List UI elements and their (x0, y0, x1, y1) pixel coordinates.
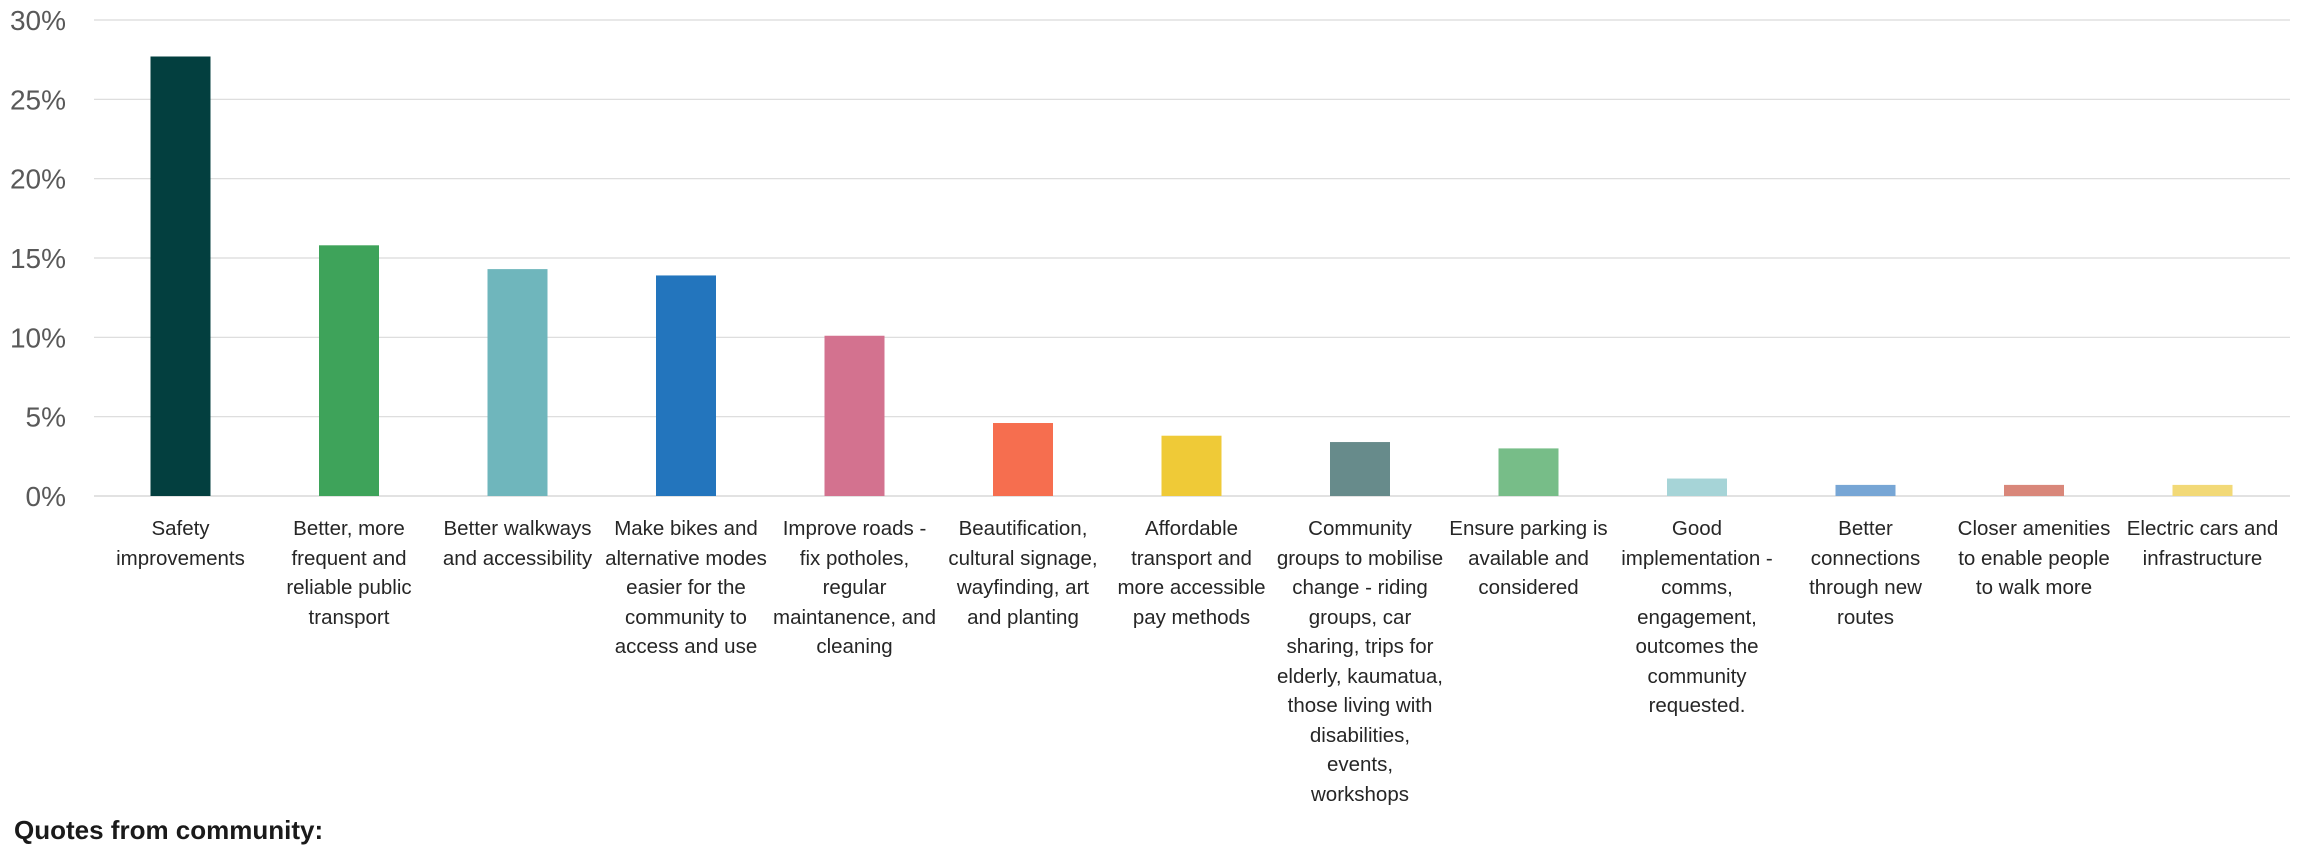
bar (487, 269, 548, 496)
y-tick-label: 20% (10, 164, 66, 195)
y-axis-tick-labels: 0% 5% 10% 15% 20% 25% 30% (10, 5, 66, 512)
y-tick-label: 5% (26, 402, 66, 433)
category-label: Beautification, cultural signage, wayfin… (948, 517, 1098, 629)
category-label: Make bikes and alternative modes easier … (605, 517, 767, 658)
y-tick-label: 10% (10, 322, 66, 353)
y-tick-label: 30% (10, 5, 66, 36)
bar (656, 275, 716, 496)
category-label: Community groups to mobilise change - ri… (1276, 517, 1444, 806)
category-label: Electric cars and infrastructure (2126, 517, 2279, 570)
category-label: Closer amenities to enable people to wal… (1957, 517, 2111, 599)
category-label: Improve roads - fix potholes, regular ma… (773, 517, 936, 658)
bar (1498, 448, 1559, 496)
y-tick-label: 0% (26, 481, 66, 512)
category-label: Safety improvements (116, 517, 245, 570)
bar (1835, 484, 1896, 496)
category-label: Good implementation - comms, engagement,… (1621, 517, 1773, 717)
bars (150, 56, 2233, 496)
category-label: Better walkways and accessibility (442, 517, 593, 570)
category-label: Better, more frequent and reliable publi… (286, 517, 412, 629)
bar (2172, 484, 2233, 496)
bar (824, 335, 885, 496)
bar (1667, 478, 1727, 496)
category-label: Better connections through new routes (1809, 517, 1922, 629)
category-label: Ensure parking is available and consider… (1449, 517, 1608, 599)
y-tick-label: 15% (10, 243, 66, 274)
gridlines (94, 19, 2290, 497)
bar (319, 245, 379, 496)
bar (150, 56, 211, 496)
bar (1161, 435, 1222, 496)
bar (1330, 442, 1390, 496)
category-label: Affordable transport and more accessible… (1117, 517, 1266, 629)
bar (993, 423, 1053, 496)
bar (2004, 484, 2064, 496)
y-tick-label: 25% (10, 84, 66, 115)
quotes-heading: Quotes from community: (14, 815, 324, 845)
